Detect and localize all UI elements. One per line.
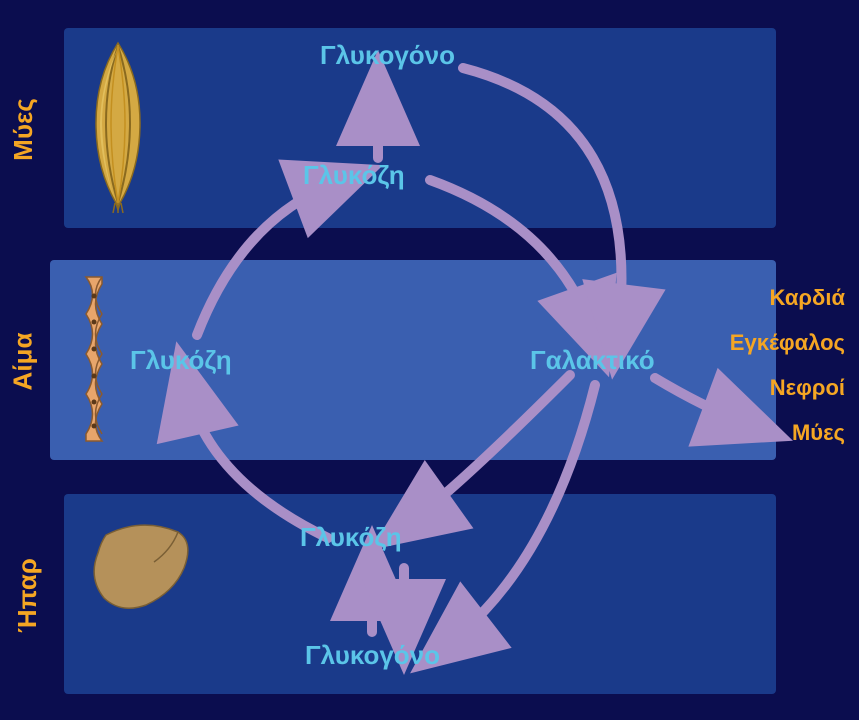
organ-brain: Εγκέφαλος xyxy=(730,330,845,356)
node-lactate: Γαλακτικό xyxy=(530,345,655,376)
organ-kidneys: Νεφροί xyxy=(770,375,845,401)
blood-vessel-icon xyxy=(74,274,114,444)
liver-icon xyxy=(86,520,196,615)
organ-muscles: Μύες xyxy=(792,420,845,446)
node-glycogen-bot: Γλυκογόνο xyxy=(305,640,440,671)
organ-heart: Καρδιά xyxy=(770,285,846,311)
node-glucose-mid: Γλυκόζη xyxy=(130,345,232,376)
section-label-muscle: Μύες xyxy=(8,98,39,161)
node-glycogen-top: Γλυκογόνο xyxy=(320,40,455,71)
node-glucose-top: Γλυκόζη xyxy=(303,160,405,191)
node-glucose-bot: Γλυκόζη xyxy=(300,522,402,553)
section-label-blood: Αίμα xyxy=(7,333,38,391)
muscle-icon xyxy=(78,38,158,213)
section-label-liver: Ήπαρ xyxy=(12,558,43,633)
